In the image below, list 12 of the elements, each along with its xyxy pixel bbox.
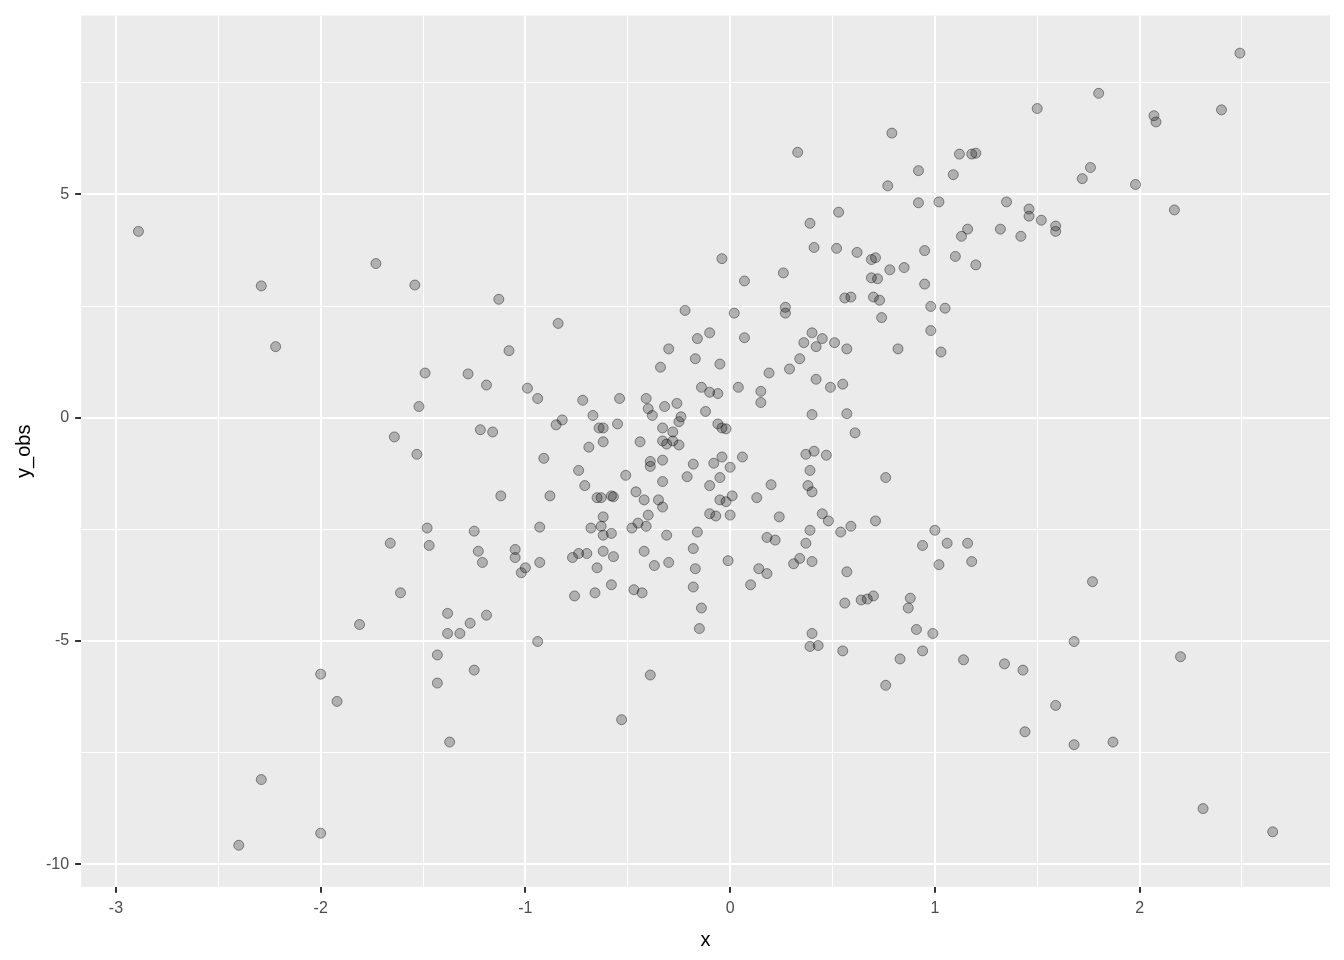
y-tick-label: -10 (46, 854, 70, 872)
y-tick-label: 0 (60, 408, 70, 426)
y-tick-label: -5 (54, 631, 70, 649)
x-tick-label: -3 (108, 898, 124, 916)
x-axis-title: x (700, 927, 711, 950)
y-axis-title: y_obs (11, 424, 35, 478)
x-tick-label: 1 (930, 898, 940, 916)
x-tick-label: -2 (313, 898, 328, 916)
x-tick-label: 2 (1135, 898, 1145, 916)
x-tick-label: -1 (518, 898, 533, 916)
x-tick-label: 0 (725, 898, 735, 916)
y-tick-label: 5 (60, 184, 70, 202)
